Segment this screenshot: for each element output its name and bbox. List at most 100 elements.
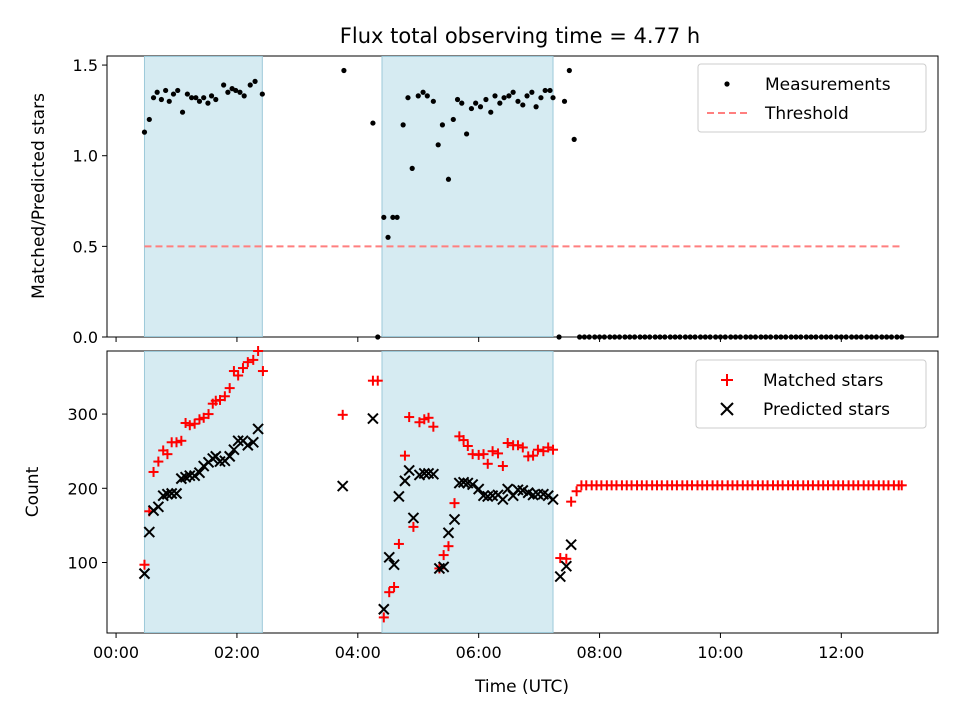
measurement-point — [375, 334, 381, 340]
measurement-point — [758, 334, 764, 340]
measurement-point — [652, 334, 658, 340]
measurement-point — [385, 234, 391, 240]
x-axis-label: Time (UTC) — [474, 677, 569, 697]
measurement-point — [400, 122, 406, 128]
measurement-point — [864, 334, 870, 340]
predicted-stars-point — [448, 513, 461, 526]
measurement-point — [808, 334, 814, 340]
measurement-point — [571, 136, 577, 142]
measurement-point — [743, 334, 749, 340]
measurement-point — [873, 334, 879, 340]
measurement-point — [247, 82, 253, 88]
matched-stars-point — [176, 435, 187, 446]
x-tick-label: 08:00 — [577, 643, 623, 662]
measurement-point — [179, 109, 186, 115]
predicted-stars-point — [336, 480, 349, 492]
matched-stars-point — [242, 357, 253, 368]
measurement-point — [154, 89, 160, 95]
x-tick-label: 00:00 — [93, 643, 139, 662]
measurement-point — [506, 93, 512, 99]
bottom-x-ticks: 00:00 02:00 04:00 06:00 08:00 10:00 12:00 — [93, 633, 864, 662]
measurement-point — [783, 334, 789, 340]
measurement-point — [488, 109, 494, 115]
y-tick-label: 1.0 — [73, 147, 98, 166]
predicted-stars-point — [388, 559, 400, 571]
predicted-stars-point — [466, 478, 479, 491]
measurement-point — [439, 122, 446, 128]
measurement-point — [473, 100, 479, 106]
matched-stars-point — [571, 486, 582, 497]
measurement-point — [612, 334, 618, 340]
legend-threshold-label: Threshold — [764, 104, 849, 124]
measurement-point — [692, 334, 698, 340]
predicted-stars-point — [547, 493, 559, 506]
measurement-point — [748, 334, 754, 340]
top-panel-marks — [141, 67, 905, 340]
predicted-stars-point — [152, 501, 165, 513]
matched-stars-point — [493, 448, 504, 459]
predicted-stars-point — [367, 412, 379, 425]
predicted-stars-point — [418, 467, 430, 480]
matched-stars-point — [337, 409, 348, 420]
predicted-stars-point — [383, 551, 395, 564]
observing-window-1 — [143, 351, 263, 633]
measurement-point — [166, 98, 172, 104]
matched-stars-point — [566, 496, 577, 507]
matched-stars-point — [502, 438, 513, 449]
measurement-point — [647, 334, 653, 340]
matched-stars-point — [203, 409, 214, 420]
predicted-stars-point — [457, 476, 470, 489]
measurement-point — [728, 334, 734, 340]
top-panel: 0.0 0.5 1.0 1.5 Matched/Predicted stars Mea… — [29, 55, 939, 347]
measurement-point — [853, 334, 860, 340]
predicted-stars-point — [393, 490, 405, 503]
measurement-point — [767, 334, 774, 340]
measurement-point — [642, 334, 648, 340]
legend-predicted-label: Predicted stars — [763, 400, 890, 420]
bottom-y-axis-label: Count — [23, 466, 43, 517]
matched-stars-point — [393, 538, 404, 549]
matched-stars-point — [372, 375, 383, 386]
predicted-stars-point — [497, 493, 509, 506]
measurement-point — [201, 95, 207, 101]
x-tick-label: 10:00 — [697, 643, 743, 662]
matched-stars-point — [443, 541, 454, 552]
legend-measurements-label: Measurements — [765, 75, 891, 95]
matched-stars-point — [404, 412, 415, 423]
matched-stars-point — [896, 480, 907, 491]
legend-measurements-marker — [724, 81, 730, 87]
measurement-point — [793, 334, 799, 340]
measurement-point — [520, 102, 526, 108]
top-observing-windows — [143, 56, 554, 337]
measurement-point — [888, 334, 895, 340]
matched-stars-point — [399, 450, 410, 461]
measurement-point — [221, 82, 227, 88]
matched-stars-point — [153, 456, 164, 467]
predicted-stars-point — [442, 527, 455, 539]
predicted-stars-point — [477, 490, 490, 502]
x-tick-label: 12:00 — [818, 643, 864, 662]
measurement-point — [752, 334, 759, 340]
matched-stars-point — [532, 444, 543, 455]
measurement-point — [813, 334, 819, 340]
predicted-stars-point — [453, 477, 466, 489]
measurement-point — [637, 334, 643, 340]
measurement-point — [858, 334, 864, 340]
predicted-stars-point — [472, 483, 485, 495]
legend-matched-marker — [721, 374, 733, 386]
measurement-point — [259, 91, 265, 97]
predicted-stars-point — [437, 561, 450, 573]
observing-window-1 — [143, 56, 263, 337]
measurement-point — [894, 334, 900, 340]
matched-stars-point — [378, 612, 389, 623]
matched-stars-point — [389, 581, 400, 592]
bottom-legend-box — [695, 359, 927, 429]
matched-stars-point — [449, 498, 460, 509]
x-tick-label: 04:00 — [335, 643, 381, 662]
measurement-point — [732, 334, 739, 340]
matched-stars-point — [253, 346, 264, 356]
measurement-point — [773, 334, 779, 340]
measurement-point — [677, 334, 683, 340]
measurement-point — [193, 95, 199, 101]
measurement-point — [667, 334, 673, 340]
